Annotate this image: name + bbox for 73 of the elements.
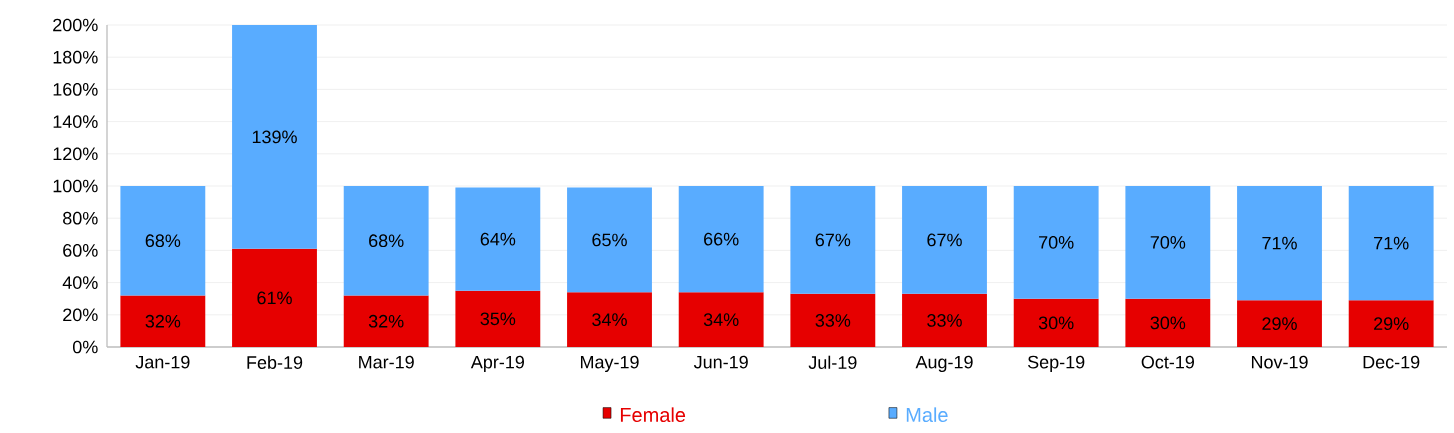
y-tick-label: 40% — [62, 276, 98, 289]
bar — [678, 186, 764, 293]
bar — [232, 248, 317, 347]
data-label: 33% — [927, 314, 962, 327]
data-label: 35% — [480, 312, 516, 326]
bar — [1237, 186, 1322, 301]
x-tick-label: Jan-19 — [135, 355, 190, 369]
data-label: 66% — [704, 232, 739, 246]
bar — [1125, 298, 1211, 347]
bar — [455, 187, 541, 291]
bar — [455, 290, 541, 347]
data-label: 33% — [815, 314, 851, 327]
y-tick-label: 0% — [72, 340, 98, 354]
y-tick-label: 120% — [53, 147, 98, 161]
x-tick-label: Dec-19 — [1363, 355, 1420, 369]
y-tick-label: 160% — [53, 83, 98, 96]
data-label: 70% — [1039, 235, 1074, 249]
bar — [232, 25, 317, 249]
y-tick-label: 200% — [53, 18, 98, 32]
data-label: 71% — [1374, 236, 1409, 250]
x-tick-label: Mar-19 — [359, 355, 414, 369]
x-tick-label: Sep-19 — [1027, 355, 1085, 373]
data-label: 34% — [703, 313, 739, 326]
data-label: 61% — [257, 291, 292, 305]
bar — [567, 292, 652, 347]
data-label: 71% — [1262, 236, 1297, 250]
x-tick-label: Aug-19 — [915, 355, 973, 373]
data-label: 32% — [145, 314, 181, 328]
x-tick-label: Oct-19 — [1141, 355, 1194, 369]
x-tick-label: Jun-19 — [693, 355, 748, 369]
bar — [678, 292, 764, 347]
bar — [1125, 186, 1211, 299]
bar — [790, 186, 876, 294]
bar — [790, 293, 876, 347]
data-label: 70% — [1150, 235, 1186, 249]
y-tick-label: 20% — [63, 308, 98, 322]
data-label: 67% — [927, 233, 962, 247]
bar — [1013, 298, 1099, 347]
data-label: 68% — [145, 234, 181, 248]
data-label: 34% — [592, 313, 627, 326]
bar — [343, 295, 429, 347]
y-tick-label: 180% — [53, 50, 98, 64]
data-label: 30% — [1150, 316, 1186, 330]
legend-label: Male — [906, 407, 948, 423]
bar — [567, 187, 652, 293]
data-label: 32% — [368, 314, 404, 328]
y-tick-label: 60% — [63, 244, 98, 257]
y-tick-label: 140% — [53, 115, 98, 128]
bar — [343, 186, 429, 296]
data-label: 30% — [1038, 316, 1074, 330]
x-tick-label: Apr-19 — [470, 355, 524, 373]
data-label: 64% — [480, 232, 516, 246]
data-label: 65% — [592, 233, 627, 247]
bar — [120, 186, 206, 296]
data-label: 139% — [252, 130, 297, 144]
bar — [902, 186, 987, 294]
data-label: 29% — [1262, 317, 1297, 331]
x-tick-label: Jul-19 — [808, 355, 857, 369]
data-label: 29% — [1374, 317, 1409, 331]
bar — [902, 293, 987, 347]
data-label: 67% — [815, 233, 851, 247]
x-tick-label: May-19 — [580, 355, 639, 373]
bar — [1348, 300, 1434, 347]
bar — [120, 295, 206, 347]
x-tick-label: Feb-19 — [247, 355, 303, 369]
bar — [1013, 186, 1099, 299]
bar — [1348, 186, 1434, 301]
y-tick-label: 80% — [63, 211, 98, 225]
bar — [1237, 300, 1322, 347]
data-label: 68% — [369, 234, 404, 248]
x-tick-label: Nov-19 — [1251, 355, 1308, 369]
legend-label: Female — [620, 407, 686, 423]
y-tick-label: 100% — [53, 179, 98, 193]
